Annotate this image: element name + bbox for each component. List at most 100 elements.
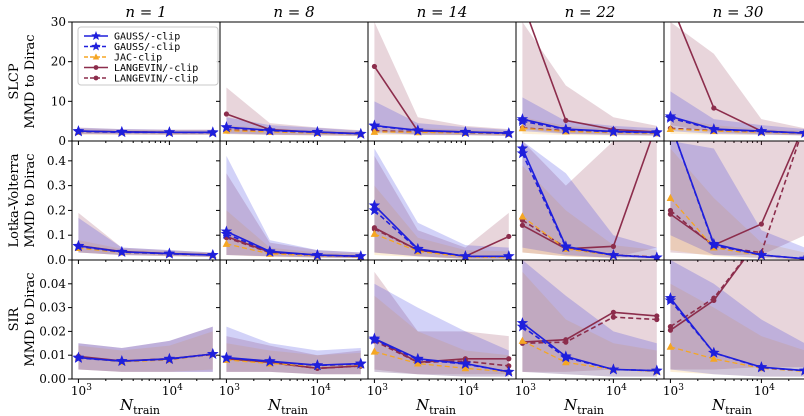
panels: 01020300.00.10.20.30.40.000.010.020.030.… <box>39 0 804 398</box>
x-tick-label: 104 <box>162 383 183 398</box>
line-gauss_d <box>521 325 657 372</box>
band-langevin <box>522 141 657 258</box>
point-gauss_d <box>607 363 620 375</box>
point-gauss_d <box>368 204 381 216</box>
band-langevin <box>226 87 361 136</box>
legend-marker <box>92 53 100 60</box>
point-jac <box>370 347 379 355</box>
band-jac <box>374 185 509 260</box>
point-langevin <box>667 211 674 217</box>
y-tick-label: 0.00 <box>39 372 66 386</box>
line-langevin_d <box>669 260 745 328</box>
point-gauss_d <box>503 250 515 260</box>
plot-area <box>516 0 663 138</box>
point-gauss_d <box>755 125 768 137</box>
point-gauss_d <box>116 126 128 138</box>
point-gauss_d <box>163 126 176 138</box>
point-langevin <box>610 309 616 315</box>
line-gauss <box>374 337 509 373</box>
x-axis-label: Ntrain <box>563 396 604 416</box>
point-gauss_d <box>607 125 620 137</box>
line-gauss_d <box>522 120 657 134</box>
line-langevin <box>522 311 657 343</box>
band-jac <box>78 240 213 258</box>
x-tick-label: 103 <box>219 383 240 398</box>
x-tick-label: 103 <box>663 383 684 398</box>
panel-slcp-4 <box>512 0 665 145</box>
point-gauss_d <box>503 127 515 139</box>
point-jac <box>414 359 422 367</box>
point-jac <box>518 336 527 344</box>
plot-area <box>516 141 663 260</box>
point-langevin <box>520 0 525 5</box>
panel-sir-4: 103 104 <box>512 259 665 398</box>
column-title: n = 30 <box>713 3 764 21</box>
point-gauss_d <box>220 227 233 239</box>
row-label-title: SLCP <box>7 63 22 99</box>
plot-area <box>72 326 219 372</box>
band-gauss <box>78 217 213 258</box>
point-jac <box>518 212 527 220</box>
point-langevin_d <box>371 226 378 232</box>
point-gauss_d <box>459 358 472 369</box>
line-langevin <box>528 22 657 133</box>
point-jac <box>666 193 675 201</box>
point-gauss_d <box>708 123 720 135</box>
y-tick-label: 0.4 <box>47 154 66 168</box>
legend-entry: LANGEVIN/-clip <box>84 74 198 85</box>
band-gauss <box>374 148 509 259</box>
plot-area <box>664 260 804 377</box>
point-langevin_d <box>711 295 717 301</box>
point-gauss_d <box>207 126 219 138</box>
line-jac <box>374 351 509 373</box>
panel-lotka-volterra-2 <box>216 140 369 264</box>
plot-area <box>368 148 515 260</box>
point-gauss_d <box>163 247 176 259</box>
band-gauss <box>226 155 361 259</box>
point-langevin_d <box>667 207 674 214</box>
band-jac <box>226 343 361 375</box>
point-langevin <box>371 63 378 70</box>
x-axis-label: Ntrain <box>119 396 160 416</box>
point-langevin_d <box>610 314 616 320</box>
point-jac <box>710 354 718 362</box>
point-gauss_d <box>651 126 663 138</box>
x-axis-labels: Ntrain Ntrain Ntrain Ntrain Ntrain <box>119 396 752 416</box>
band-langevin <box>374 22 509 136</box>
point-gauss_d <box>355 250 367 260</box>
point-gauss_d <box>708 346 720 358</box>
y-tick-label: 0.04 <box>39 277 66 291</box>
panel-sir-5: 103 104 <box>660 259 804 398</box>
band-gauss <box>374 283 509 377</box>
band-langevin <box>522 22 657 136</box>
band-gauss <box>522 260 657 377</box>
point-gauss_d <box>220 352 233 363</box>
x-tick-label: 104 <box>458 383 479 398</box>
column-title: n = 14 <box>417 3 468 21</box>
plot-area <box>72 125 219 138</box>
line-jac <box>669 197 804 260</box>
line-gauss_d <box>78 130 213 134</box>
line-langevin_d <box>226 358 361 370</box>
point-gauss_d <box>560 241 572 252</box>
line-gauss_d <box>78 353 213 362</box>
panel-slcp-2 <box>216 21 369 145</box>
point-gauss_d <box>516 115 529 127</box>
point-gauss_d <box>651 364 663 376</box>
point-gauss_d <box>412 124 424 136</box>
legend-box <box>77 26 219 86</box>
point-gauss_d <box>412 243 424 255</box>
line-langevin <box>522 141 652 250</box>
y-tick-label: 0 <box>58 134 66 148</box>
row-label-metric: MMD to Dirac <box>23 153 38 247</box>
plot-area <box>220 87 367 139</box>
legend-label: JAC-clip <box>114 53 162 64</box>
x-tick-label: 104 <box>754 383 775 398</box>
point-gauss_d <box>355 127 367 139</box>
point-gauss_d <box>799 129 804 138</box>
point-jac <box>518 124 527 132</box>
point-langevin <box>519 222 526 228</box>
point-gauss_d <box>311 126 324 138</box>
legend-marker <box>93 65 99 70</box>
legend-marker <box>93 75 99 81</box>
